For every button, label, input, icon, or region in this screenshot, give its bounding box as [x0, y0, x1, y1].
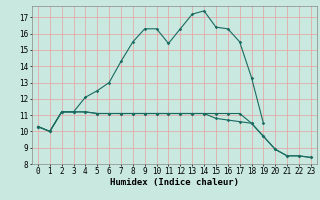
X-axis label: Humidex (Indice chaleur): Humidex (Indice chaleur)	[110, 178, 239, 187]
